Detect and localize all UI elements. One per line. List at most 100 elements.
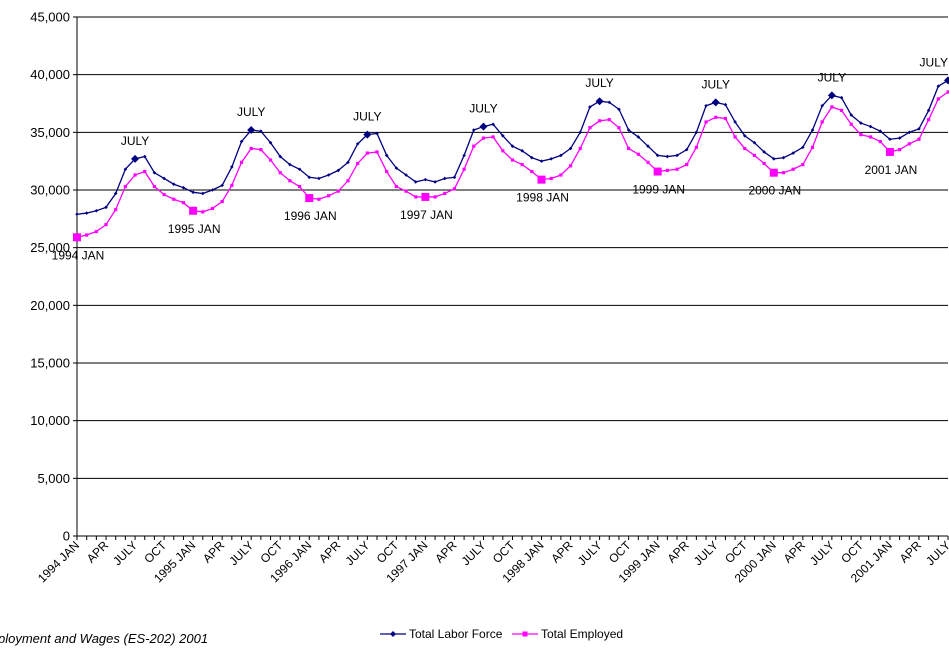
highlight-point	[595, 97, 604, 106]
data-point	[152, 184, 157, 189]
data-point	[491, 135, 495, 139]
data-point	[443, 191, 447, 196]
data-point	[549, 176, 553, 181]
data-point	[859, 133, 863, 137]
data-point	[627, 146, 631, 151]
data-point	[94, 208, 99, 213]
data-point	[723, 102, 728, 107]
data-point	[104, 223, 108, 227]
data-point	[675, 167, 679, 171]
legend: Total Labor Force Total Employed	[380, 627, 623, 641]
data-point	[898, 148, 902, 152]
xtick-label: APR	[548, 538, 576, 566]
data-point	[501, 133, 505, 138]
data-point	[762, 150, 766, 154]
data-point	[501, 149, 505, 153]
data-point	[452, 175, 457, 180]
data-point	[384, 153, 389, 158]
gridlines	[77, 16, 948, 537]
annotation-label: JULY	[920, 55, 948, 69]
data-point	[568, 164, 573, 168]
highlight-point	[189, 206, 198, 215]
y-axis: 0 5,000 10,000 15,000 20,000 25,000 30,000 35,0…	[30, 10, 78, 544]
data-point	[356, 161, 360, 166]
annotation-label: 1996 JAN	[284, 209, 337, 223]
highlight-point	[479, 122, 488, 131]
data-point	[936, 97, 940, 101]
annotation-label: 2001 JAN	[865, 163, 918, 177]
ytick-label: 25,000	[30, 240, 70, 255]
data-point	[665, 168, 669, 172]
data-point	[859, 121, 863, 125]
data-point	[365, 151, 369, 155]
data-point	[781, 171, 786, 175]
data-point	[452, 187, 457, 191]
data-point	[568, 146, 573, 151]
data-point	[714, 115, 718, 119]
data-point	[530, 155, 534, 160]
data-point	[598, 119, 602, 123]
data-point	[210, 188, 215, 192]
data-point	[810, 128, 815, 132]
data-point	[917, 127, 921, 131]
data-point	[646, 144, 650, 148]
data-point	[268, 140, 273, 145]
data-point	[559, 153, 563, 158]
data-point	[201, 191, 205, 196]
data-point	[549, 157, 554, 161]
series-lines	[75, 78, 949, 239]
data-point	[375, 131, 379, 136]
legend-label: Total Employed	[541, 627, 623, 641]
data-point	[172, 197, 176, 201]
highlight-point	[827, 91, 836, 100]
data-point	[201, 210, 205, 214]
data-point	[636, 152, 640, 156]
data-point	[346, 179, 350, 183]
legend-marker	[390, 631, 396, 637]
xtick-label: JULY	[226, 538, 256, 568]
data-point	[288, 162, 292, 167]
data-point	[94, 229, 98, 234]
highlight-point	[73, 233, 81, 242]
data-point	[433, 180, 437, 184]
data-point	[578, 130, 583, 135]
data-point	[462, 153, 466, 158]
data-point	[143, 169, 147, 174]
data-point	[801, 145, 805, 150]
ytick-label: 30,000	[30, 183, 70, 198]
data-point	[927, 118, 931, 122]
highlight-point	[769, 168, 778, 177]
point-annotations: 1994 JAN JULY 1995 JAN JULY 1996 JAN JULY 1997…	[52, 55, 949, 262]
data-point	[791, 151, 795, 155]
data-point	[317, 176, 321, 181]
xtick-label: JULY	[575, 538, 605, 568]
highlight-point	[247, 126, 256, 135]
highlight-point	[885, 147, 894, 156]
data-point	[297, 167, 302, 172]
data-point	[104, 205, 108, 210]
data-point	[491, 122, 495, 127]
data-point	[346, 160, 350, 165]
annotation-label: 1997 JAN	[400, 208, 453, 222]
data-point	[510, 144, 515, 148]
ytick-label: 0	[63, 529, 70, 544]
annotation-label: JULY	[585, 76, 613, 90]
data-point	[510, 158, 515, 162]
series-line-1	[76, 91, 949, 238]
data-point	[259, 129, 263, 133]
data-point	[404, 189, 408, 193]
xtick-label: JULY	[342, 538, 372, 568]
data-point	[230, 183, 234, 187]
data-point	[781, 155, 786, 160]
data-point	[684, 147, 689, 152]
xtick-label: APR	[781, 538, 809, 566]
data-point	[685, 163, 689, 167]
annotation-label: 2000 JAN	[748, 184, 801, 198]
data-point	[385, 169, 389, 174]
data-point	[278, 154, 283, 159]
data-point	[926, 108, 931, 113]
data-point	[888, 137, 892, 142]
data-point	[626, 128, 631, 132]
